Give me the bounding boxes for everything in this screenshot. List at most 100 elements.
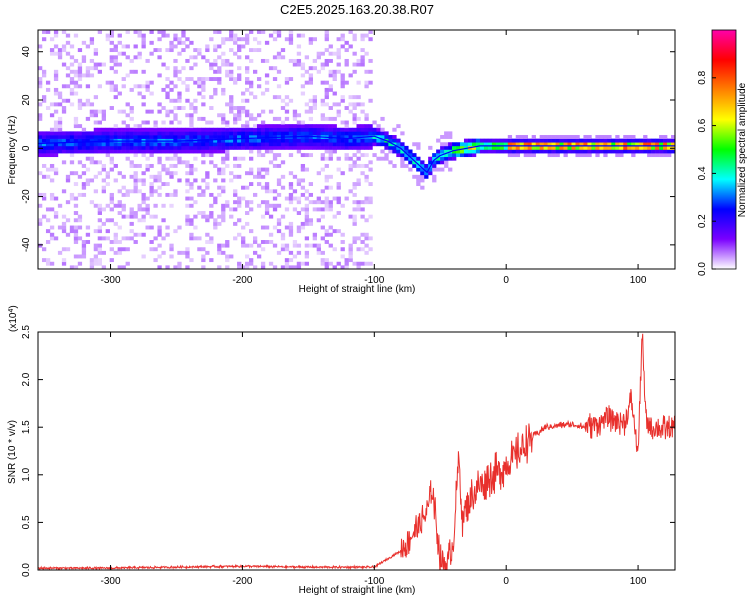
spectrogram-cell bbox=[392, 138, 397, 143]
spectrogram-cell bbox=[555, 153, 560, 158]
spectrogram-cell bbox=[288, 265, 294, 269]
spectrogram-cell bbox=[619, 153, 624, 158]
spectrogram-cell bbox=[73, 91, 79, 96]
spectrogram-cell bbox=[312, 37, 317, 42]
spectrogram-cell bbox=[61, 247, 67, 252]
spectrogram-cell bbox=[400, 163, 405, 168]
spectrogram-cell bbox=[292, 62, 298, 67]
spectrogram-cell bbox=[272, 127, 278, 132]
spectrogram-cell bbox=[344, 124, 349, 129]
spectrogram-cell bbox=[209, 120, 214, 125]
spectrogram-cell bbox=[348, 163, 353, 168]
spectrogram-cell bbox=[635, 138, 640, 143]
spectrogram-cell bbox=[292, 131, 298, 136]
spectrogram-cell bbox=[332, 265, 337, 269]
spectrogram-cell bbox=[304, 203, 310, 208]
spectrogram-cell bbox=[416, 174, 421, 179]
spectrogram-cell bbox=[272, 207, 278, 212]
spectrogram-cell bbox=[364, 232, 369, 237]
spectrogram-cell bbox=[225, 200, 230, 205]
spectrogram-cell bbox=[209, 37, 214, 42]
spectrogram-cell bbox=[380, 156, 385, 161]
spectrogram-cell bbox=[117, 135, 122, 139]
spectrogram-cell bbox=[217, 113, 222, 118]
spectrogram-cell bbox=[252, 236, 258, 241]
spectrogram-cell bbox=[229, 102, 234, 107]
spectrogram-cell bbox=[189, 116, 194, 121]
spectrogram-cell bbox=[141, 196, 146, 201]
spectrogram-cell bbox=[328, 207, 333, 212]
spectrogram-cell bbox=[41, 135, 47, 139]
spectrogram-cell bbox=[467, 153, 473, 158]
spectrogram-cell bbox=[344, 138, 349, 143]
spectrogram-cell bbox=[169, 145, 174, 150]
spectrogram-cell bbox=[205, 214, 210, 219]
spectrogram-cell bbox=[53, 131, 59, 136]
spectrogram-cell bbox=[189, 113, 194, 118]
spectrogram-cell bbox=[105, 135, 110, 139]
spectrogram-cell bbox=[49, 192, 55, 197]
spectrogram-cell bbox=[471, 145, 477, 150]
spectrogram-cell bbox=[121, 185, 126, 190]
spectrogram-cell bbox=[344, 153, 349, 158]
spectrogram-cell bbox=[352, 135, 357, 139]
spectrogram-cell bbox=[519, 145, 525, 150]
spectrogram-cell bbox=[69, 138, 75, 143]
spectrogram-cell bbox=[404, 163, 409, 168]
spectrogram-cell bbox=[245, 221, 250, 226]
spectrogram-cell bbox=[109, 87, 114, 92]
spectrogram-cell bbox=[245, 243, 250, 248]
spectrogram-cell bbox=[456, 142, 461, 147]
spectrogram-cell bbox=[276, 127, 282, 132]
spectrogram-cell bbox=[241, 142, 246, 147]
spectrogram-cell bbox=[296, 127, 302, 132]
spectrogram-cell bbox=[105, 80, 110, 85]
spectrogram-cell bbox=[129, 142, 134, 147]
spectrogram-cell bbox=[69, 265, 75, 269]
spectrogram-cell bbox=[221, 37, 226, 42]
spectrogram-cell bbox=[245, 131, 250, 136]
spectrogram-cell bbox=[368, 167, 373, 172]
spectrogram-cell bbox=[328, 149, 333, 154]
spectrogram-cell bbox=[436, 149, 441, 154]
spectrogram-cell bbox=[245, 40, 250, 45]
spectrogram-cell bbox=[336, 138, 341, 143]
spectrogram-cell bbox=[312, 131, 317, 136]
spectrogram-cell bbox=[173, 149, 178, 154]
spectrogram-cell bbox=[340, 247, 345, 252]
spectrogram-cell bbox=[280, 247, 286, 252]
spectrogram-cell bbox=[635, 142, 640, 147]
y-tick-label: 20 bbox=[21, 94, 32, 106]
spectrogram-cell bbox=[93, 247, 99, 252]
spectrogram-cell bbox=[368, 127, 373, 132]
spectrogram-cell bbox=[73, 116, 79, 121]
spectrogram-cell bbox=[153, 203, 158, 208]
spectrogram-cell bbox=[603, 138, 608, 143]
spectrogram-cell bbox=[300, 73, 306, 78]
spectrogram-cell bbox=[73, 73, 79, 78]
spectrogram-cell bbox=[372, 142, 377, 147]
spectrogram-cell bbox=[45, 218, 51, 223]
spectrogram-cell bbox=[328, 153, 333, 158]
spectrogram-cell bbox=[539, 138, 544, 143]
spectrogram-cell bbox=[320, 167, 325, 172]
spectrogram-cell bbox=[249, 113, 254, 118]
spectrogram-cell bbox=[527, 145, 532, 150]
spectrogram-cell bbox=[57, 102, 63, 107]
spectrogram-cell bbox=[348, 145, 353, 150]
spectrogram-cell bbox=[272, 116, 278, 121]
spectrogram-cell bbox=[77, 160, 83, 165]
spectrogram-cell bbox=[165, 265, 170, 269]
spectrogram-cell bbox=[567, 135, 572, 139]
spectrogram-cell bbox=[328, 156, 333, 161]
spectrogram-cell bbox=[356, 149, 361, 154]
spectrogram-cell bbox=[280, 232, 286, 237]
spectrogram-cell bbox=[193, 200, 198, 205]
spectrogram-cell bbox=[157, 142, 162, 147]
spectrogram-cell bbox=[360, 62, 365, 67]
spectrogram-cell bbox=[336, 62, 341, 67]
spectrogram-cell bbox=[38, 243, 43, 248]
spectrogram-cell bbox=[559, 149, 564, 154]
spectrogram-cell bbox=[288, 145, 294, 150]
spectrogram-cell bbox=[197, 51, 202, 56]
